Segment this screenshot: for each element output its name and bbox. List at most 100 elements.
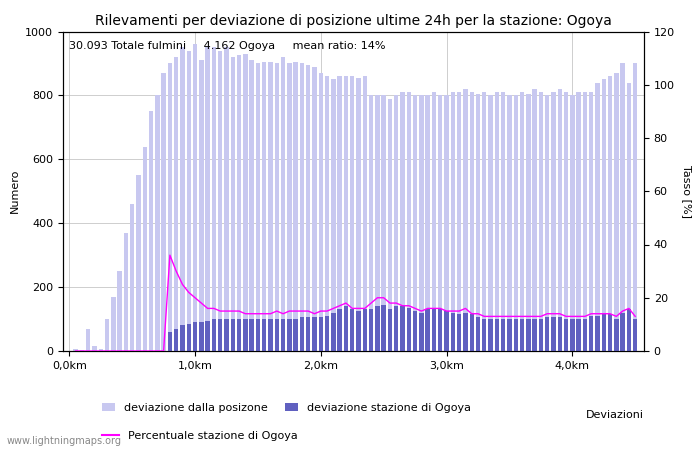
Bar xyxy=(438,310,442,351)
Bar xyxy=(495,319,499,351)
Bar xyxy=(570,95,575,351)
Bar xyxy=(99,349,103,351)
Bar xyxy=(394,95,398,351)
Bar xyxy=(444,95,449,351)
Bar xyxy=(130,204,134,351)
Bar xyxy=(237,55,242,351)
Bar xyxy=(533,319,537,351)
Bar xyxy=(356,78,360,351)
Bar xyxy=(457,314,461,351)
Bar xyxy=(463,89,468,351)
Bar xyxy=(205,47,210,351)
Bar xyxy=(249,319,254,351)
Bar xyxy=(620,313,625,351)
Legend: Percentuale stazione di Ogoya: Percentuale stazione di Ogoya xyxy=(97,427,302,446)
Bar xyxy=(614,319,619,351)
Bar xyxy=(626,310,631,351)
Bar xyxy=(552,317,556,351)
Bar xyxy=(363,310,367,351)
Bar xyxy=(514,95,518,351)
Bar xyxy=(413,311,417,351)
Bar xyxy=(582,92,587,351)
Bar xyxy=(526,319,531,351)
Bar xyxy=(268,62,273,351)
Bar xyxy=(533,89,537,351)
Bar xyxy=(564,319,568,351)
Bar xyxy=(211,47,216,351)
Bar xyxy=(508,319,512,351)
Bar xyxy=(168,332,172,351)
Bar xyxy=(268,319,273,351)
Bar xyxy=(557,317,562,351)
Y-axis label: Tasso [%]: Tasso [%] xyxy=(682,165,692,218)
Bar xyxy=(350,310,354,351)
Bar xyxy=(463,313,468,351)
Bar xyxy=(274,319,279,351)
Bar xyxy=(249,60,254,351)
Bar xyxy=(369,95,373,351)
Bar xyxy=(501,92,505,351)
Bar xyxy=(306,65,310,351)
Bar xyxy=(92,346,97,351)
Bar xyxy=(545,317,550,351)
Bar xyxy=(237,319,242,351)
Bar xyxy=(520,92,524,351)
Bar xyxy=(489,319,493,351)
Bar xyxy=(589,92,594,351)
Bar xyxy=(306,317,310,351)
Bar xyxy=(181,47,185,351)
Bar xyxy=(337,310,342,351)
Bar xyxy=(318,73,323,351)
Bar xyxy=(124,233,128,351)
Bar xyxy=(149,112,153,351)
Bar xyxy=(564,92,568,351)
Bar xyxy=(501,319,505,351)
Bar xyxy=(300,317,304,351)
Bar xyxy=(281,319,286,351)
Bar xyxy=(369,310,373,351)
Bar xyxy=(539,319,543,351)
Bar xyxy=(287,63,292,351)
Bar xyxy=(243,54,248,351)
Bar xyxy=(174,57,179,351)
Bar xyxy=(545,95,550,351)
Bar xyxy=(230,319,235,351)
Bar xyxy=(526,94,531,351)
Bar xyxy=(344,76,348,351)
Bar xyxy=(432,92,436,351)
Bar xyxy=(476,317,480,351)
Bar xyxy=(312,67,316,351)
Bar xyxy=(426,310,430,351)
Bar xyxy=(162,73,166,351)
Bar xyxy=(218,51,223,351)
Bar xyxy=(394,306,398,351)
Bar xyxy=(514,319,518,351)
Bar xyxy=(211,319,216,351)
Bar xyxy=(388,310,392,351)
Bar xyxy=(256,319,260,351)
Bar xyxy=(382,95,386,351)
Bar xyxy=(331,79,335,351)
Bar xyxy=(230,57,235,351)
Bar xyxy=(174,328,179,351)
Bar xyxy=(105,319,109,351)
Bar xyxy=(407,92,411,351)
Bar xyxy=(199,322,204,351)
Bar xyxy=(224,47,229,351)
Bar xyxy=(312,317,316,351)
Bar xyxy=(576,92,581,351)
Bar xyxy=(143,147,147,351)
Bar xyxy=(520,319,524,351)
Bar xyxy=(111,297,116,351)
Bar xyxy=(300,63,304,351)
Bar xyxy=(287,319,292,351)
Bar xyxy=(407,308,411,351)
Bar xyxy=(388,99,392,351)
Bar xyxy=(470,314,474,351)
Bar xyxy=(281,57,286,351)
Bar xyxy=(293,319,298,351)
Bar xyxy=(608,76,612,351)
Bar xyxy=(74,349,78,351)
Bar xyxy=(633,319,638,351)
Bar xyxy=(457,92,461,351)
